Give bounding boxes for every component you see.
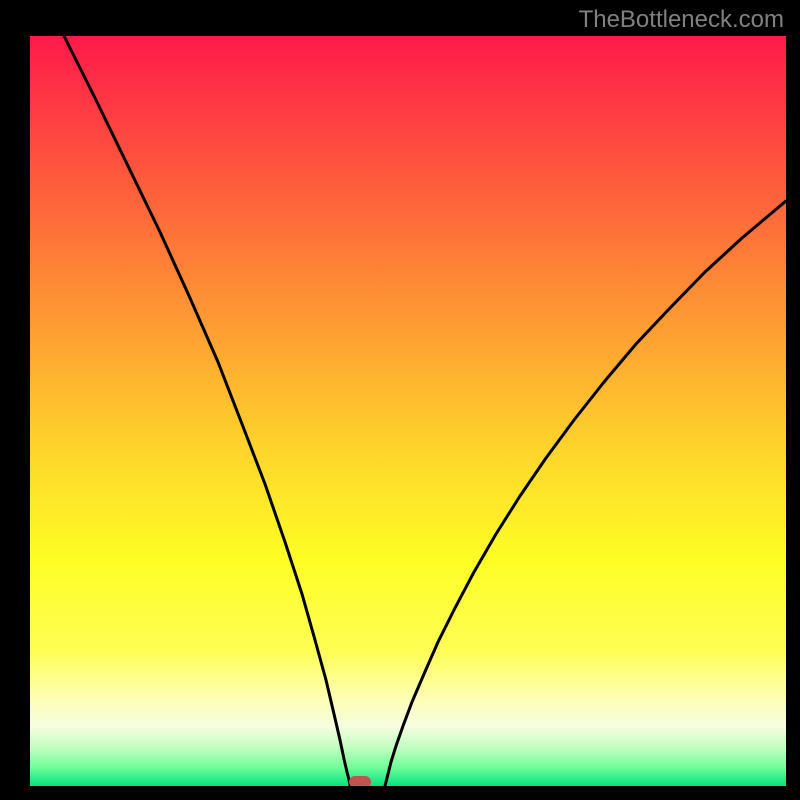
optimal-marker (349, 776, 371, 786)
border-bottom (0, 786, 800, 800)
border-right (786, 0, 800, 800)
plot-area (30, 36, 786, 786)
bottleneck-curve (30, 36, 786, 786)
curve-right (385, 201, 786, 786)
border-left (0, 0, 30, 800)
watermark-text: TheBottleneck.com (579, 6, 784, 34)
chart-frame: TheBottleneck.com (0, 0, 800, 800)
curve-left (64, 36, 350, 786)
